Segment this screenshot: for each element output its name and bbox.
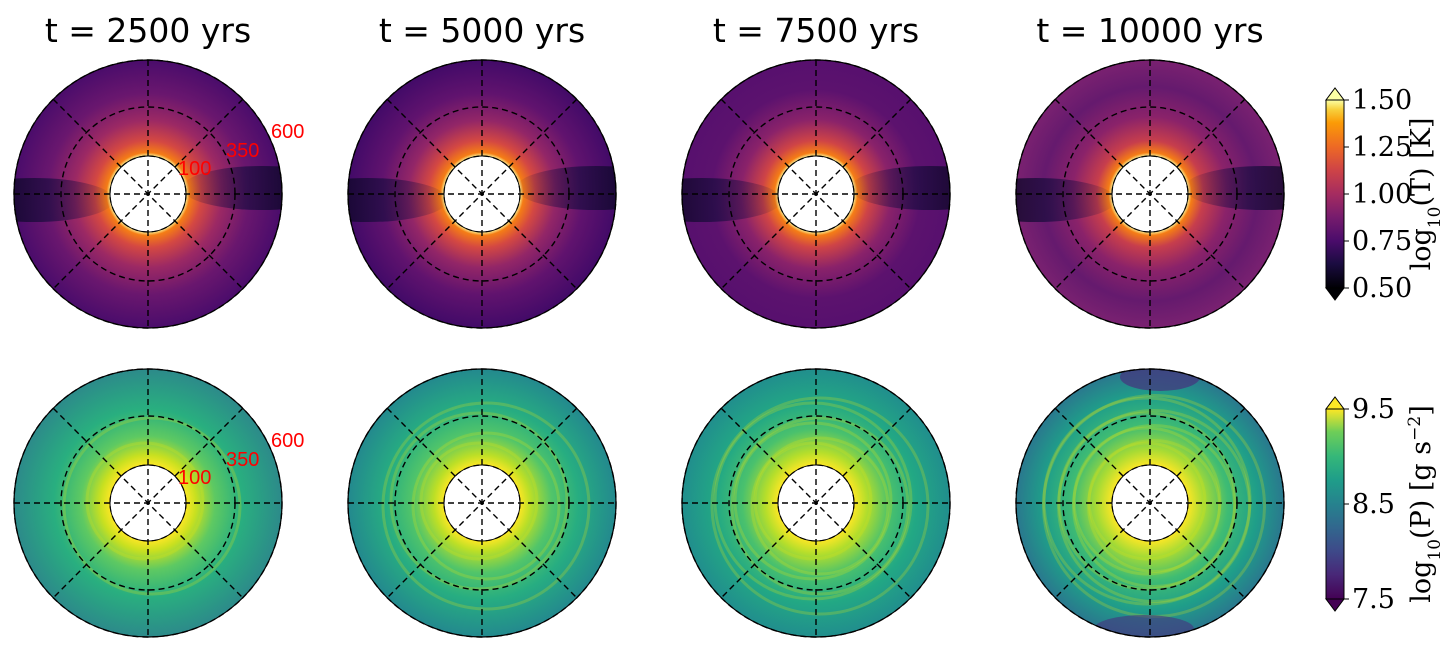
colorbar-label: log10(P) [g s−2]: [1405, 405, 1445, 603]
panel-pressure-3: [1015, 368, 1285, 638]
colorbar-gradient: [1326, 409, 1344, 599]
colorbar-tick-label: 0.75: [1352, 226, 1412, 257]
ripple-ring: [1057, 411, 1237, 591]
colorbar-label: log10(T) [K]: [1406, 118, 1445, 271]
ring-label-350: 350: [226, 140, 259, 162]
shadow-band-right: [1184, 166, 1284, 210]
ripple-ring: [381, 401, 591, 611]
shadow-band-right: [516, 166, 616, 210]
outer-boundary: [681, 59, 951, 329]
ripple-ring: [1087, 439, 1221, 573]
ripple-ring: [713, 401, 913, 601]
ring-label-600: 600: [271, 121, 304, 143]
colorbar-tick-label: 8.5: [1352, 489, 1395, 520]
shadow-band-right: [182, 166, 282, 210]
grid-spoke-135: [1054, 407, 1246, 599]
colorbar-extend-min: [1325, 598, 1345, 612]
ripple-ring: [730, 416, 910, 596]
shadow-band-left: [14, 178, 114, 222]
grid-spoke-135: [720, 407, 912, 599]
ripple-ring: [750, 436, 890, 576]
panel-pressure-0: 100 350 600: [13, 368, 304, 638]
colorbar-tick-label: 1.25: [1352, 132, 1412, 163]
ripple-ring: [85, 441, 205, 561]
panel-temperature-3: [1015, 59, 1285, 329]
outer-boundary: [1015, 368, 1285, 638]
outer-boundary: [13, 59, 283, 329]
outer-boundary: [347, 59, 617, 329]
ripple-ring: [710, 396, 930, 616]
panel-title-3: t = 10000 yrs: [1036, 11, 1263, 50]
ripple-ring: [1072, 424, 1236, 588]
outer-boundary: [681, 368, 951, 638]
shadow-band-left: [1016, 178, 1116, 222]
colorbar-tick-label: 1.00: [1352, 179, 1412, 210]
colorbar-tick-label: 1.50: [1352, 85, 1412, 116]
panel-pressure-2: [681, 368, 951, 638]
ripple-ring: [419, 441, 539, 561]
ring-label-600: 600: [271, 430, 304, 452]
ripple-ring: [733, 421, 893, 581]
grid-spoke-135: [52, 407, 244, 599]
ripple-ring: [411, 431, 561, 581]
panel-title-0: t = 2500 yrs: [45, 11, 251, 50]
ripple-ring: [389, 411, 569, 591]
outer-boundary: [13, 368, 283, 638]
panel-pressure-1: [347, 368, 617, 638]
ripple-ring: [1057, 409, 1251, 603]
grid-spoke-135: [52, 98, 244, 290]
grid-spoke-135: [386, 407, 578, 599]
low-pressure-patch: [1094, 615, 1194, 637]
colorbar-tick-label: 0.50: [1352, 273, 1412, 304]
colorbar-tick-label: 7.5: [1352, 584, 1395, 615]
panel-temperature-1: [347, 59, 617, 329]
panel-title-1: t = 5000 yrs: [379, 11, 585, 50]
ripple-ring: [62, 416, 242, 596]
grid-spoke-135: [1054, 98, 1246, 290]
ripple-ring: [1072, 426, 1222, 576]
outer-boundary: [347, 368, 617, 638]
colorbar-gradient: [1326, 100, 1344, 288]
colorbar-pressure: 9.5 8.5 7.5 log10(P) [g s−2]: [1325, 394, 1445, 615]
colorbar-tick-label: 9.5: [1352, 394, 1395, 425]
shadow-band-left: [682, 178, 782, 222]
panel-temperature-2: [681, 59, 951, 329]
panel-temperature-0: 100 350 600: [13, 59, 304, 329]
ripple-ring: [1042, 396, 1252, 606]
ring-label-350: 350: [226, 449, 259, 471]
low-pressure-patch: [1120, 369, 1200, 391]
colorbar-extend-min: [1325, 287, 1345, 301]
ripple-ring: [1087, 441, 1207, 561]
colorbar-extend-max: [1325, 87, 1345, 101]
panel-title-2: t = 7500 yrs: [713, 11, 919, 50]
outer-boundary: [1015, 59, 1285, 329]
shadow-band-right: [850, 166, 950, 210]
colorbar-extend-max: [1325, 396, 1345, 410]
grid-spoke-135: [386, 98, 578, 290]
ring-label-100: 100: [178, 467, 211, 489]
shadow-band-left: [348, 178, 448, 222]
grid-spoke-135: [720, 98, 912, 290]
ring-label-100: 100: [178, 158, 211, 180]
ripple-ring: [753, 441, 873, 561]
